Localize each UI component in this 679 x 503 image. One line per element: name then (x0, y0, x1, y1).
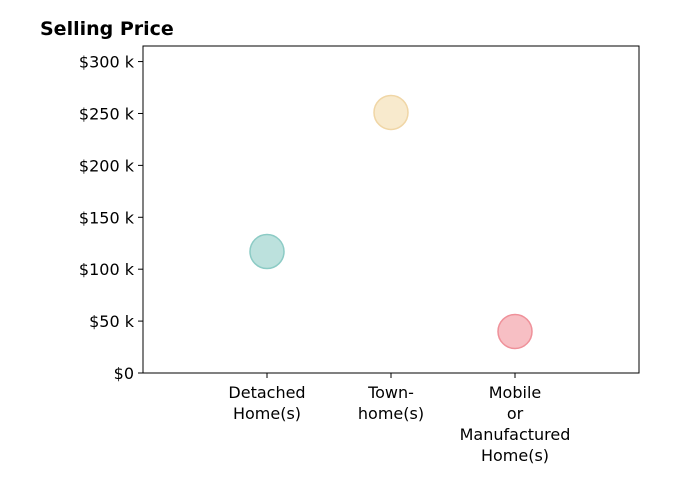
y-tick-label: $0 (114, 364, 134, 383)
data-point (373, 94, 409, 131)
data-point (249, 233, 285, 270)
y-tick-label: $50 k (89, 312, 135, 331)
y-tick-label: $200 k (79, 156, 135, 175)
x-tick-label-line: or (507, 404, 524, 423)
x-tick-label-line: home(s) (358, 404, 424, 423)
y-tick-label: $150 k (79, 208, 135, 227)
x-tick-label-line: Home(s) (233, 404, 301, 423)
y-tick-label: $300 k (79, 53, 135, 72)
x-tick-label: Mobile or Manufactured Home(s) (460, 383, 571, 465)
data-points (249, 94, 533, 350)
x-tick-label: Detached Home(s) (228, 383, 305, 423)
y-axis: $0 $50 k $100 k $150 k $200 k $250 k $300 k (79, 53, 143, 383)
x-tick-label-line: Detached (228, 383, 305, 402)
x-tick-label-line: Mobile (489, 383, 541, 402)
x-tick-label-line: Home(s) (481, 446, 549, 465)
x-tick-label-line: Town- (367, 383, 414, 402)
chart-title: Selling Price (40, 18, 174, 40)
x-tick-label: Town-home(s) (358, 383, 424, 423)
x-axis: Detached Home(s) Town-home(s) Mobile or Manuf… (228, 373, 570, 465)
y-tick-label: $250 k (79, 104, 135, 123)
data-point (497, 313, 533, 350)
y-tick-label: $100 k (79, 260, 135, 279)
x-tick-label-line: Manufactured (460, 425, 571, 444)
